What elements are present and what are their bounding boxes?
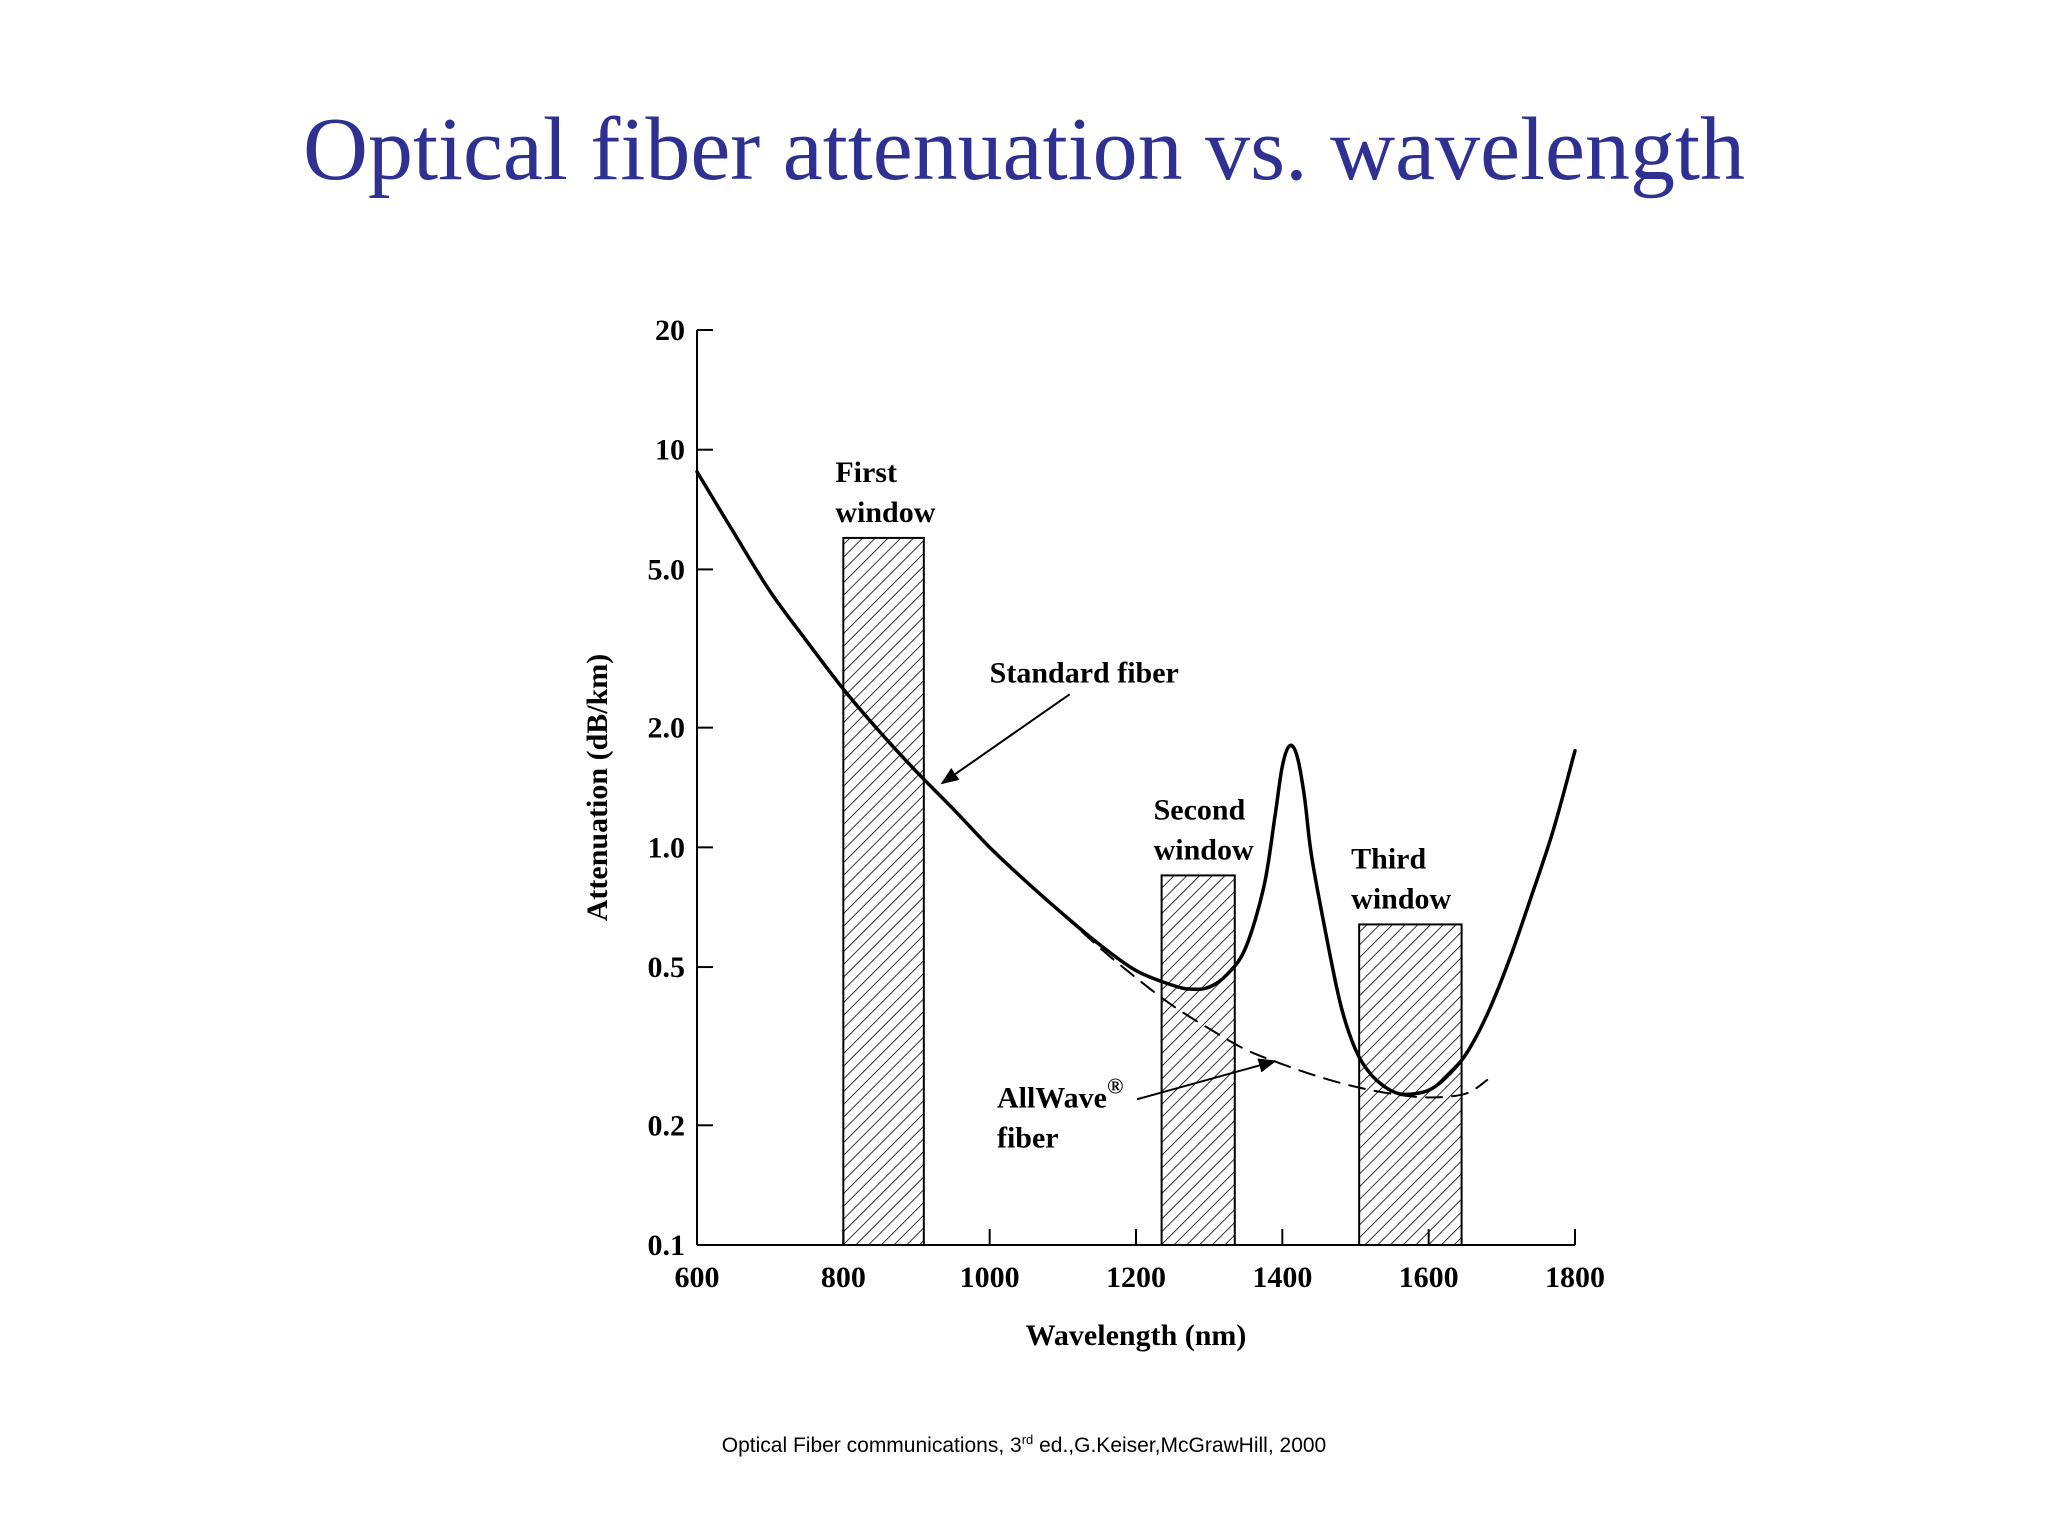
y-tick-label-5.0: 5.0 [648,553,686,586]
window-bar-1 [842,536,925,1246]
window-bar-3 [1358,923,1463,1246]
window-label-2-line-1: Second [1154,793,1246,826]
x-tick-label-1200: 1200 [1106,1261,1166,1294]
annotation-allwave-fiber-line-1: AllWave® [997,1073,1123,1114]
window-bar-2 [1160,874,1236,1246]
transmission-windows: First window Second window Third window [835,456,1463,1246]
caption-text-rest: ed.,G.Keiser,McGrawHill, 2000 [1033,1434,1327,1457]
window-label-3-line-1: Third [1351,842,1426,875]
x-tick-label-1400: 1400 [1252,1261,1312,1294]
y-axis-title: Attenuation (dB/km) [581,654,614,922]
series-line-standard-fiber [695,470,1577,1097]
x-tick-label-600: 600 [675,1261,720,1294]
y-tick-label-20: 20 [655,314,685,347]
y-tick-label-0.5: 0.5 [648,951,686,984]
series-line-allwave-fiber [1061,912,1489,1099]
window-label-1-line-1: First [835,456,897,489]
y-tick-label-1.0: 1.0 [648,831,686,864]
x-axis-title: Wavelength (nm) [1026,1319,1247,1352]
annotation-allwave-fiber-superscript: ® [1107,1073,1123,1098]
annotation-allwave-fiber-line-2: fiber [997,1121,1059,1154]
source-caption: Optical Fiber communications, 3rd ed.,G.… [0,1432,2048,1458]
chart-annotations: Standard fiber AllWave® fiber [940,656,1277,1154]
chart-series [695,470,1577,1099]
x-tick-label-1800: 1800 [1545,1261,1605,1294]
y-tick-label-10: 10 [655,434,685,467]
annotation-standard-fiber-line-1: Standard fiber [990,656,1179,689]
y-tick-label-0.2: 0.2 [648,1109,686,1142]
y-tick-label-0.1: 0.1 [648,1229,686,1262]
annotation-arrow-standard-fiber [940,693,1071,785]
window-label-2-line-2: window [1154,833,1254,866]
caption-text: Optical Fiber communications, 3 [721,1434,1022,1457]
window-label-3-line-2: window [1351,882,1451,915]
window-label-1-line-2: window [835,496,935,529]
x-tick-label-1600: 1600 [1399,1261,1459,1294]
y-tick-label-2.0: 2.0 [648,712,686,745]
chart-axes: 600 800 1000 1200 1400 1600 1800 0.1 0.2 0.5 1.0 2.… [581,314,1605,1352]
x-tick-label-1000: 1000 [960,1261,1020,1294]
x-tick-label-800: 800 [821,1261,866,1294]
annotation-allwave-fiber-text: AllWave [997,1081,1107,1114]
slide-title: Optical fiber attenuation vs. wavelength [302,100,1746,199]
annotation-arrow-allwave-fiber [1136,1058,1277,1101]
caption-superscript: rd [1021,1432,1034,1447]
